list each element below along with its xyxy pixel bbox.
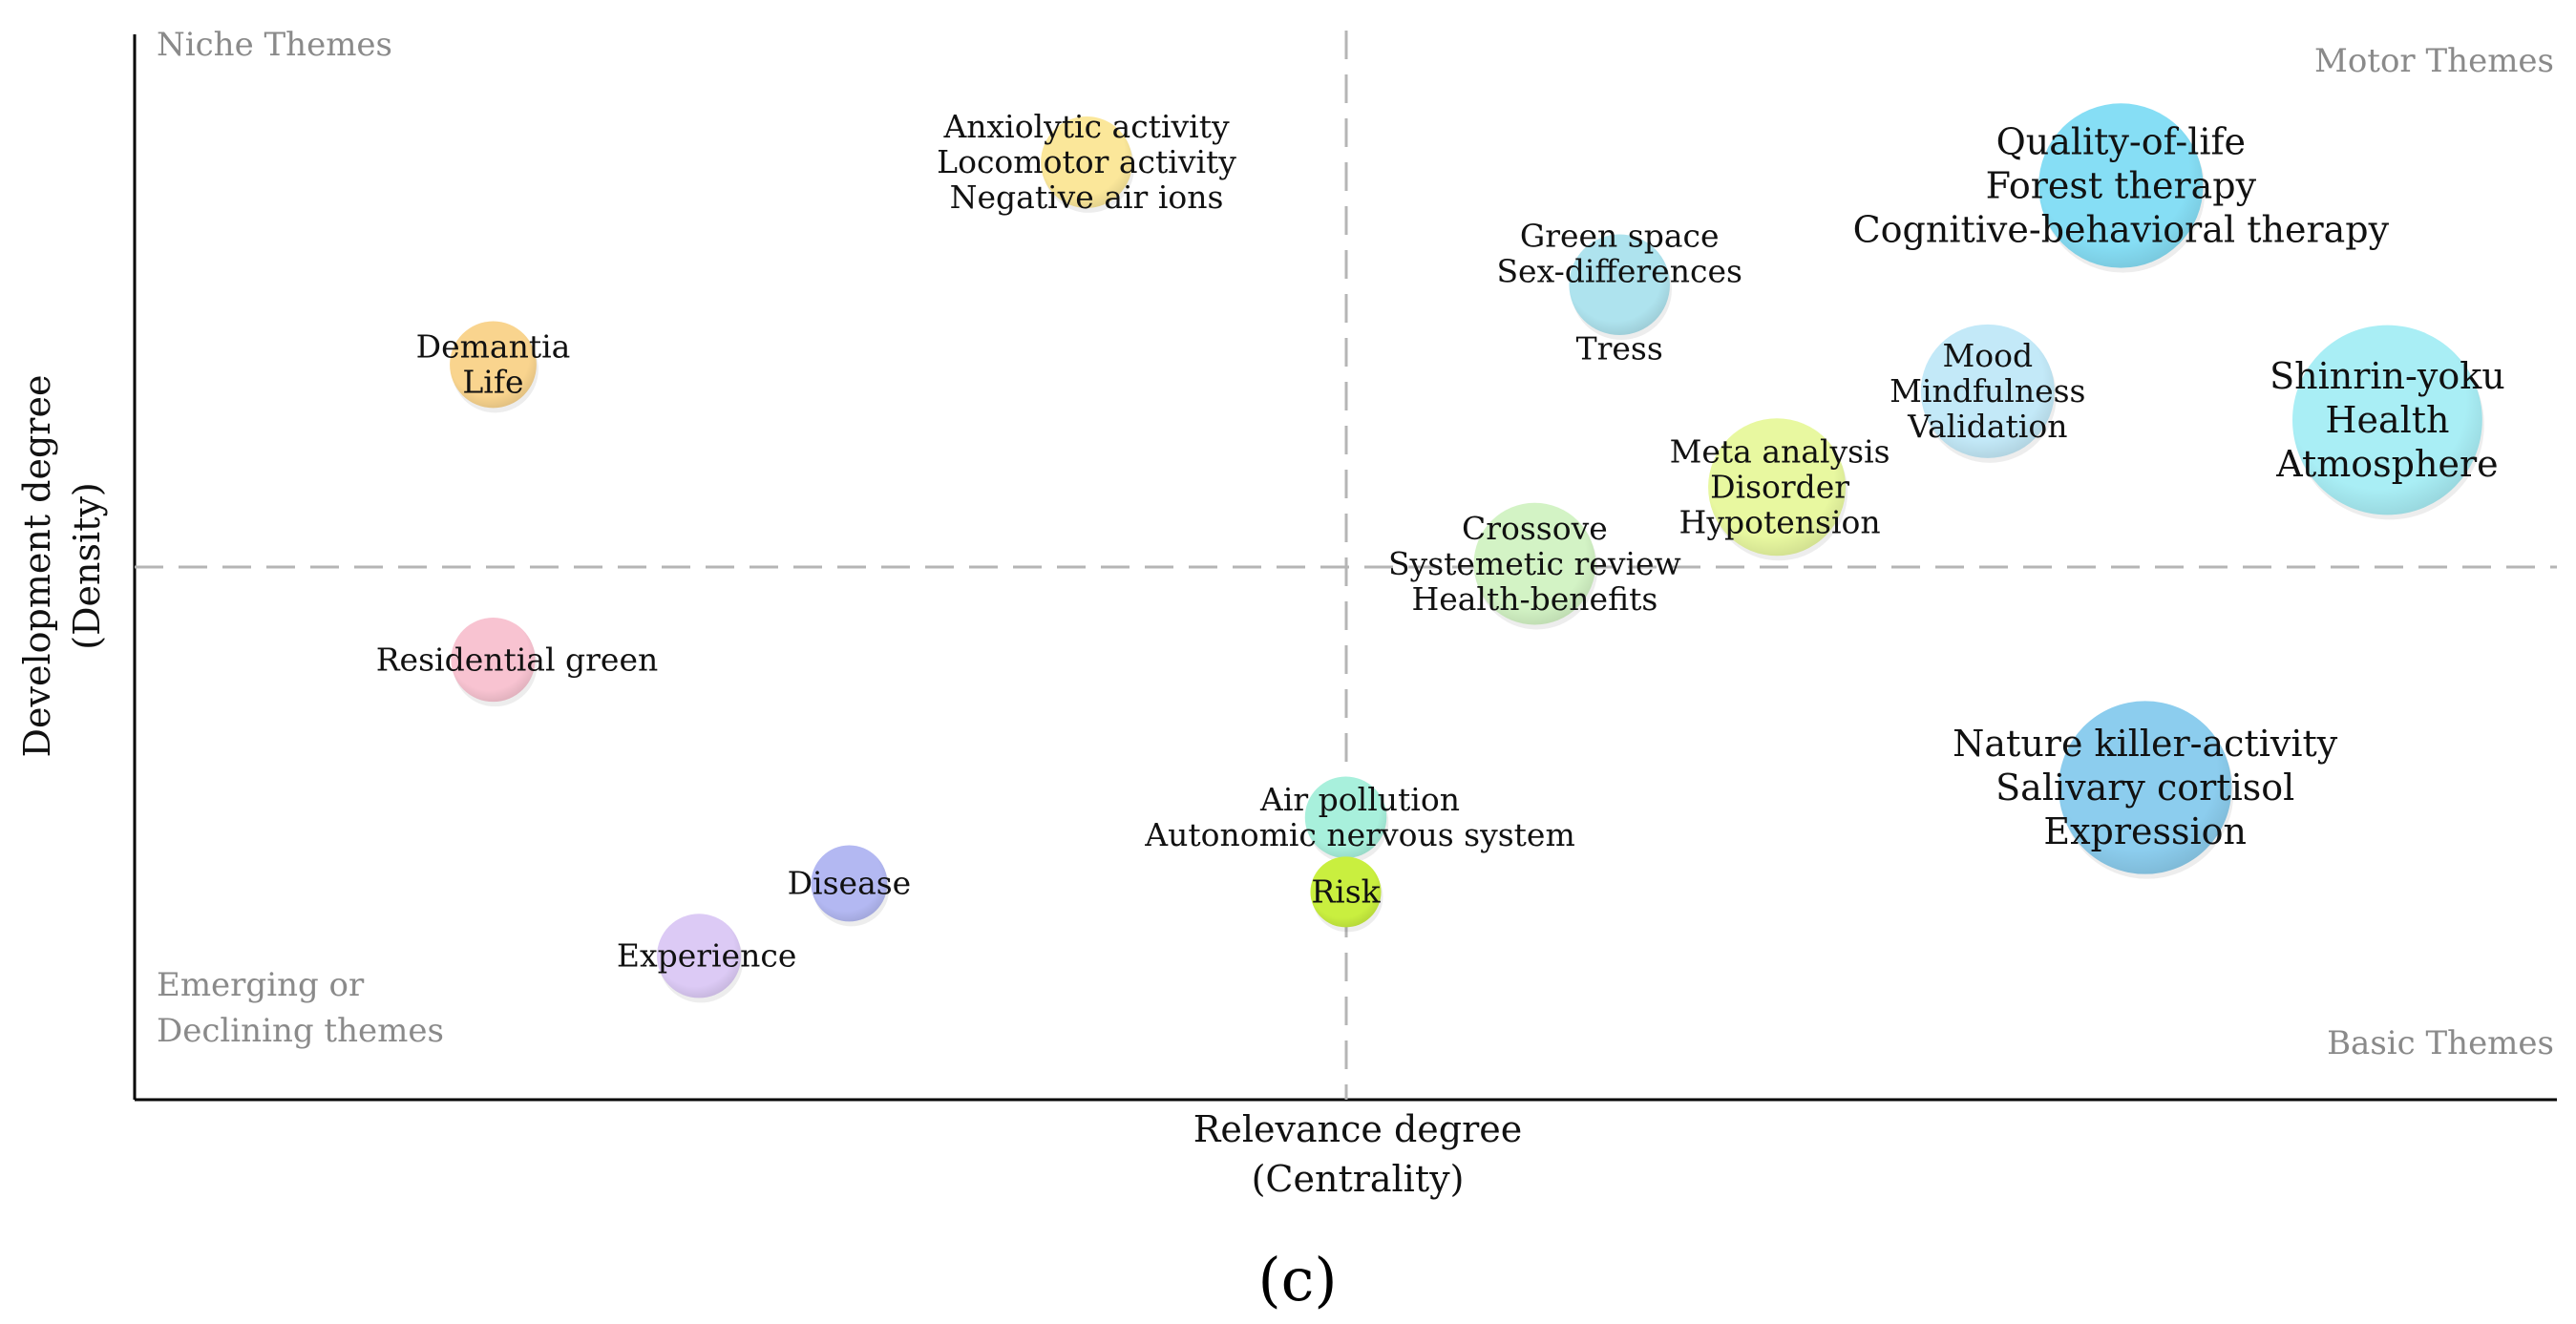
label-shinrin-yoku-1: Health [2325,399,2449,441]
label-crossove-0: Crossove [1462,510,1608,547]
bubble-green-space [1569,234,1670,336]
label-demantia-1: Life [462,364,523,401]
bubble-nature-killer [2059,701,2232,874]
bubble-anxiolytic [1041,116,1132,208]
label-disease-0: Disease [788,865,912,902]
label-green-space-2: Tress [1576,329,1663,367]
quadrant-top-right-label: Motor Themes [2314,42,2554,80]
y-axis-title: Development degree [16,375,58,758]
label-crossove-1: Systemetic review [1388,545,1681,582]
label-anxiolytic-2: Negative air ions [950,179,1224,216]
label-nature-killer-0: Nature killer-activity [1953,723,2338,765]
bubble-meta-analysis [1708,418,1847,557]
label-shinrin-yoku-0: Shinrin-yoku [2270,355,2505,397]
bubble-demantia [450,321,537,409]
label-quality-of-life-1: Forest therapy [1986,164,2257,206]
label-air-pollution-0: Air pollution [1259,781,1460,818]
label-residential-green-0: Residential green [376,641,659,678]
label-meta-analysis-0: Meta analysis [1670,433,1890,471]
label-green-space-1: Sex-differences [1496,252,1742,289]
label-quality-of-life-0: Quality-of-life [1996,120,2246,162]
label-meta-analysis-2: Hypotension [1679,504,1881,541]
y-axis-subtitle: (Density) [66,482,108,649]
label-mood-2: Validation [1907,408,2067,445]
label-nature-killer-2: Expression [2043,810,2247,852]
x-axis-title: Relevance degree [1193,1108,1522,1150]
bubble-layer [450,103,2484,1003]
quadrant-bottom-left-label-line2: Declining themes [157,1012,444,1050]
label-risk-0: Risk [1311,873,1381,911]
label-anxiolytic-1: Locomotor activity [937,143,1236,180]
label-shinrin-yoku-2: Atmosphere [2275,443,2498,485]
x-axis-subtitle: (Centrality) [1252,1158,1465,1200]
bubble-quality-of-life [2038,103,2204,268]
label-meta-analysis-1: Disorder [1710,469,1849,506]
label-anxiolytic-0: Anxiolytic activity [942,108,1230,145]
bubble-residential-green [451,618,536,703]
label-nature-killer-1: Salivary cortisol [1995,767,2294,809]
label-mood-1: Mindfulness [1890,372,2085,410]
label-quality-of-life-2: Cognitive-behavioral therapy [1853,208,2390,250]
label-experience-0: Experience [617,937,796,975]
quadrant-bottom-right-label: Basic Themes [2327,1024,2554,1062]
label-air-pollution-1: Autonomic nervous system [1144,816,1575,853]
quadrant-bottom-left-label-line1: Emerging or [157,966,365,1004]
bubble-risk [1310,856,1382,928]
bubble-crossove [1473,502,1596,625]
bubble-mood [1920,324,2055,458]
panel-label: (c) [1257,1245,1337,1314]
label-demantia-0: Demantia [416,328,571,366]
bubble-air-pollution [1304,776,1387,859]
bubble-experience [657,914,742,998]
quadrant-top-left-label: Niche Themes [157,26,392,64]
label-crossove-2: Health-benefits [1411,580,1658,618]
bubble-shinrin-yoku [2292,325,2482,515]
label-mood-0: Mood [1942,337,2033,374]
label-green-space-0: Green space [1520,217,1720,254]
bubble-disease [811,845,888,922]
